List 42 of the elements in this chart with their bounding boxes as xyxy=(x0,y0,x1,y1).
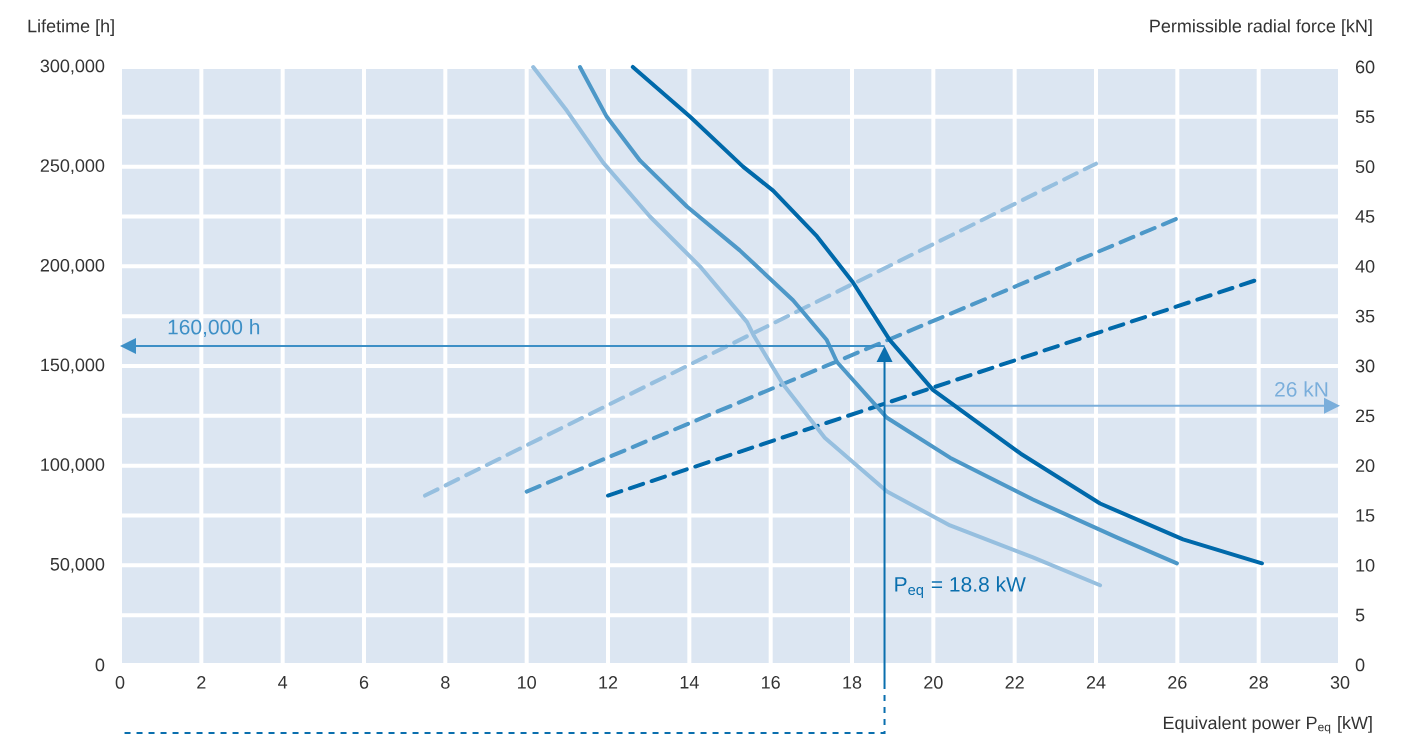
y2-axis-title: Permissible radial force [kN] xyxy=(1150,19,1372,36)
x-tick-label: 24 xyxy=(1086,676,1106,689)
x-tick-label: 0 xyxy=(115,676,125,689)
x-tick-label: 22 xyxy=(1005,676,1024,689)
x-tick-label: 14 xyxy=(680,676,699,689)
x-tick-label: 2 xyxy=(197,676,206,689)
y2-tick-label: 15 xyxy=(1356,509,1375,522)
y-axis-title: Lifetime [h] xyxy=(28,19,114,36)
x-tick-label: 20 xyxy=(924,676,943,689)
x-tick-label: 12 xyxy=(599,676,618,689)
y2-tick-label: 10 xyxy=(1356,558,1375,572)
y-tick-label: 0 xyxy=(95,658,105,672)
y2-tick-label: 45 xyxy=(1355,210,1375,223)
x-tick-label: 18 xyxy=(843,676,862,689)
x-tick-label: 16 xyxy=(762,676,780,689)
x-tick-label: 4 xyxy=(278,676,288,689)
x-tick-label: 8 xyxy=(441,676,450,689)
y2-tick-label: 0 xyxy=(1355,658,1365,672)
y2-tick-label: 60 xyxy=(1355,60,1375,74)
ref-line-label: 26 kN xyxy=(1275,381,1328,397)
y-tick-label: 50,000 xyxy=(50,557,105,573)
x-axis-title: Equivalent power P$_{eq}$ [kW] xyxy=(1163,716,1372,734)
y-tick-label: 300,000 xyxy=(40,59,105,75)
y2-tick-label: 20 xyxy=(1355,459,1375,473)
y2-tick-label: 55 xyxy=(1355,110,1375,124)
ref-line-label: 160,000 h xyxy=(168,319,260,337)
ref-line-label: P$_{eq}$ = 18.8 kW xyxy=(895,576,1026,598)
y2-tick-label: 35 xyxy=(1355,309,1375,323)
x-tick-label: 30 xyxy=(1330,676,1350,689)
y2-tick-label: 40 xyxy=(1355,259,1375,273)
y2-tick-label: 30 xyxy=(1355,359,1375,373)
x-tick-label: 28 xyxy=(1249,676,1268,689)
x-tick-label: 10 xyxy=(518,676,536,689)
x-tick-label: 6 xyxy=(359,676,369,689)
y2-tick-label: 5 xyxy=(1355,608,1365,622)
y-tick-label: 100,000 xyxy=(41,458,105,474)
y2-tick-label: 50 xyxy=(1355,160,1375,174)
y-tick-label: 250,000 xyxy=(40,159,105,175)
y-tick-label: 150,000 xyxy=(41,358,105,374)
y-tick-label: 200,000 xyxy=(40,258,105,274)
y2-tick-label: 25 xyxy=(1355,409,1375,423)
x-tick-label: 26 xyxy=(1168,676,1187,689)
